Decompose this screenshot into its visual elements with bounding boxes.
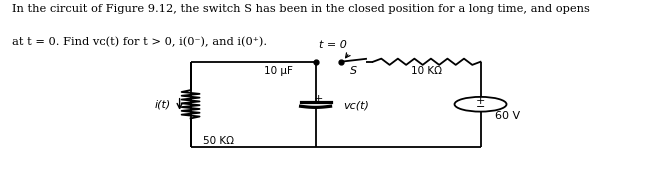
Text: +: + (476, 96, 485, 106)
Text: 10 μF: 10 μF (264, 66, 293, 76)
Text: +: + (313, 94, 322, 104)
Text: 60 V: 60 V (495, 111, 521, 121)
Text: at t = 0. Find vᴄ(t) for t > 0, i(0⁻), and i(0⁺).: at t = 0. Find vᴄ(t) for t > 0, i(0⁻), a… (12, 37, 267, 47)
Text: −: − (476, 102, 485, 112)
Text: S: S (350, 66, 357, 76)
Text: 10 KΩ: 10 KΩ (412, 66, 442, 76)
Text: vᴄ(t): vᴄ(t) (343, 101, 369, 111)
Text: 50 KΩ: 50 KΩ (203, 136, 233, 146)
Text: In the circuit of Figure 9.12, the switch S has been in the closed position for : In the circuit of Figure 9.12, the switc… (12, 4, 590, 14)
Text: i(t): i(t) (155, 99, 171, 109)
Text: t = 0: t = 0 (319, 40, 347, 50)
